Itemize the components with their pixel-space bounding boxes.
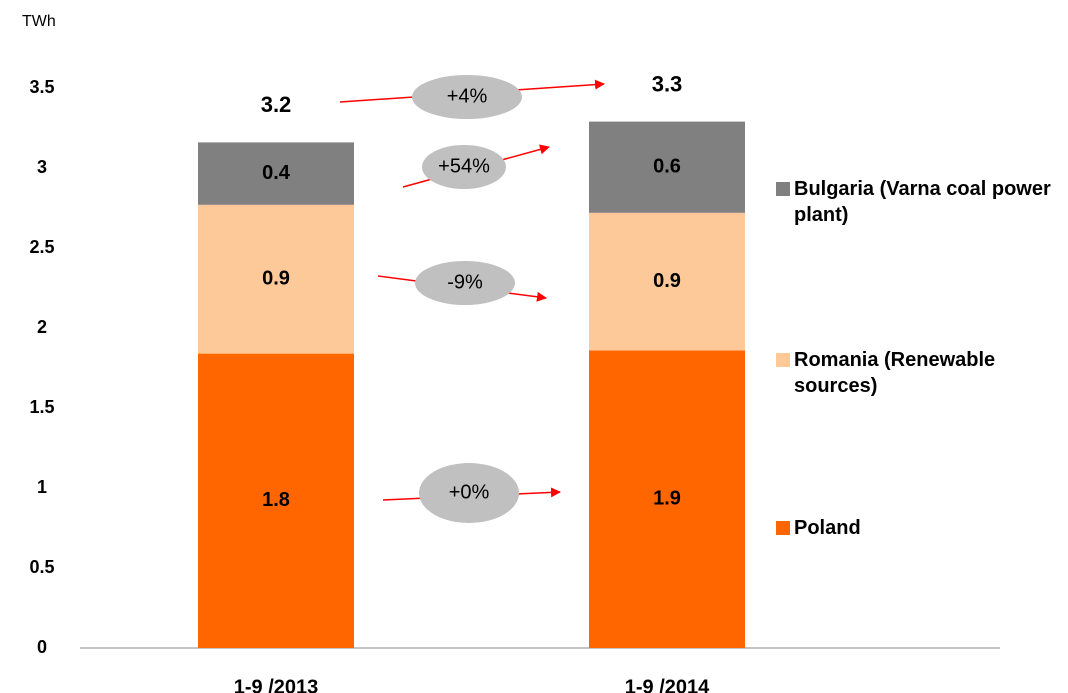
value-label: 0.6 [653,155,681,177]
y-tick-label: 0 [37,637,47,657]
y-tick-label: 3.5 [29,77,54,97]
legend-swatch [776,182,790,196]
legend-item: Romania (Renewable sources) [776,347,1056,399]
x-tick-label: 1-9 /2013 [234,676,319,693]
annotation: +4% [447,85,488,107]
annotation-bubble [422,145,506,189]
bar-segment [198,353,354,648]
y-tick-label: 2 [37,317,47,337]
legend-item: Poland [776,515,976,541]
value-label: 1.8 [262,489,290,511]
value-label: 0.4 [262,162,291,184]
value-label: 0.9 [262,267,290,289]
annotation: -9% [447,271,483,293]
y-tick-label: 1.5 [29,397,54,417]
legend-item: Bulgaria (Varna coal power plant) [776,176,1056,228]
bar-segment [198,142,354,205]
legend-label: Romania (Renewable sources) [794,349,996,397]
y-tick-label: 0.5 [29,557,54,577]
total-label: 3.3 [652,71,683,96]
value-label: 0.9 [653,270,681,292]
y-tick-label: 1 [37,477,47,497]
legend-swatch [776,353,790,367]
y-unit: TWh [22,13,56,30]
y-tick-label: 2.5 [29,237,54,257]
value-label: 1.9 [653,487,681,509]
y-tick-label: 3 [37,157,47,177]
bar-segment [589,350,745,648]
legend-label: Bulgaria (Varna coal power plant) [794,178,1051,226]
bar-segment [198,204,354,354]
annotation-bubble [419,463,519,523]
annotation-bubble [415,261,515,305]
annotation-bubble [412,75,522,119]
annotation: +54% [438,155,490,177]
legend-label: Poland [794,517,861,539]
legend-swatch [776,521,790,535]
x-tick-label: 1-9 /2014 [625,676,710,693]
bar-segment [589,212,745,351]
annotation: +0% [449,481,490,503]
bar-segment [589,121,745,213]
total-label: 3.2 [261,92,292,117]
